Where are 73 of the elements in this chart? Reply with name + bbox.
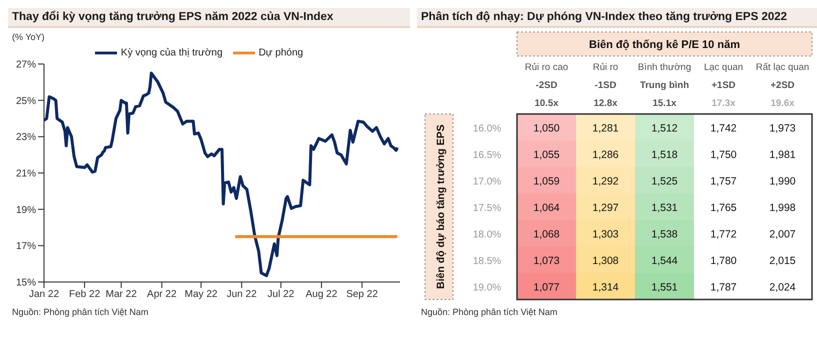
y-tick-label: 17% [16,241,36,252]
data-label: 1,059 [533,175,560,188]
x-tick-label: May 22 [184,289,218,300]
data-label: 1,073 [533,254,560,267]
y-tick-label: 27% [16,60,36,71]
x-tick-label: Jul 22 [268,289,295,300]
data-label: 1,765 [710,202,737,214]
data-label: 1,787 [710,281,737,294]
x-tick-label: Bình thường Trung bình 15.1x [638,62,692,109]
y-tick-label: 17.5% [472,202,502,214]
data-label: 1,314 [592,281,619,294]
x-tick-label: Aug 22 [306,289,338,300]
data-label: 1,308 [592,254,619,267]
data-label: 1,055 [533,148,560,161]
x-tick-label: Feb 22 [69,289,101,300]
data-label: 1,050 [533,122,560,134]
line-series [44,72,399,278]
y-tick-label: 17.0% [472,176,502,188]
x-tick-label: Sep 22 [346,289,378,300]
y-tick-label: 18.5% [472,256,502,267]
data-label: 1,286 [592,148,619,161]
data-label: 1,518 [651,148,678,161]
data-label: 1,981 [769,148,796,161]
x-tick-label: Rủi ro cao -2SD 10.5x [524,62,568,109]
data-label: 2,024 [769,281,796,294]
x-tick-label: Mar 22 [106,289,138,300]
text: Nguồn: Phòng phân tích Việt Nam [420,306,558,318]
x-tick-label: Apr 22 [147,289,177,300]
data-label: 1,292 [592,175,619,188]
y-tick-label: 18.0% [472,229,502,240]
y-tick-label: 16.0% [472,123,502,134]
x-tick-label: Lạc quan +1SD 17.3x [704,62,744,109]
data-label: 1,064 [533,202,560,214]
y-tick-label: 19% [16,204,36,216]
x-tick-label: Rất lạc quan +2SD 19.6x [756,62,810,109]
x-tick-label: Jan 22 [28,289,60,300]
y-axis-title: (% YoY) [12,32,46,42]
x-tick-label: Jun 22 [226,289,258,300]
data-label: 2,007 [769,228,796,240]
data-label: 1,512 [651,122,678,134]
data-label: 1,772 [710,228,737,240]
y-tick-label: 25% [16,96,36,107]
y-tick-label: 21% [16,168,36,180]
data-label: 1,068 [533,228,560,240]
data-label: 1,538 [651,228,678,240]
data-label: 1,531 [651,202,678,214]
y-axis-title: Biên độ dự báo tăng trưởng EPS [435,124,447,289]
y-tick-label: 15% [16,278,36,289]
data-label: 1,780 [710,254,737,267]
legend-label: Kỳ vọng của thị trường [120,48,223,59]
data-label: 1,742 [710,122,737,134]
chart-title: Phân tích độ nhạy: Dự phóng VN-Index theo tăng trưởng EPS 2022 [417,8,817,28]
text: Nguồn: Phòng phân tích Việt Nam [11,306,150,318]
data-label: 1,303 [592,228,619,240]
y-tick-label: 19.0% [472,282,502,294]
data-label: 1,750 [710,148,737,161]
x-tick-label: Rủi ro -1SD 12.8x [592,62,618,109]
data-label: 1,990 [769,175,796,188]
chart-title: Thay đổi kỳ vọng tăng trưởng EPS năm 2022 của VN-Index [8,8,410,28]
data-label: 2,015 [769,254,796,267]
data-label: 1,998 [769,202,796,214]
data-label: 1,551 [651,281,678,294]
data-label: 1,757 [710,175,737,188]
legend-label: Dự phóng [258,48,304,59]
data-label: 1,297 [592,202,619,214]
chart-subtitle: Biên độ thống kê P/E 10 năm [589,39,740,51]
y-tick-label: 23% [16,132,36,144]
y-tick-label: 16.5% [472,150,502,161]
data-label: 1,281 [592,122,619,134]
data-label: 1,525 [651,175,678,188]
data-label: 1,973 [769,122,796,134]
data-label: 1,544 [651,254,678,267]
data-label: 1,077 [533,281,560,294]
